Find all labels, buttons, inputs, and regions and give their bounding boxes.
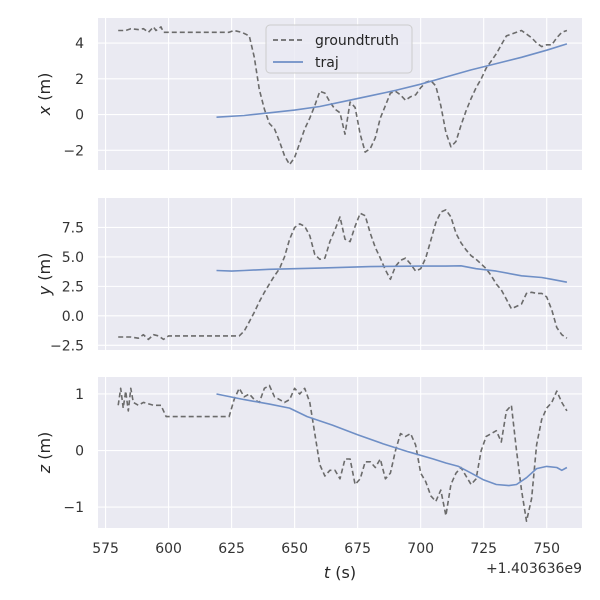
x-tick-label: 650 [281, 541, 308, 557]
subplot-y: −2.5 0.0 2.5 5.0 7.5 y (m) [35, 198, 582, 354]
series-line-traj [216, 265, 568, 283]
y-tick-label: 1 [75, 387, 84, 403]
y-tick-label: 7.5 [62, 220, 84, 236]
x-axis-label: t (s) [324, 563, 356, 582]
subplot-x: −2 0 2 4 x (m) groundtruth traj [35, 18, 582, 170]
series-line-groundtruth [117, 384, 568, 522]
plot-background [98, 377, 582, 528]
x-tick-label: 675 [344, 541, 371, 557]
legend: groundtruth traj [265, 24, 413, 74]
y-tick-label: 0 [75, 444, 84, 460]
y-tick-label: 4 [75, 36, 84, 52]
legend-label-traj: traj [315, 55, 339, 71]
x-tick-label: 750 [533, 541, 560, 557]
x-tick-label: 575 [92, 541, 119, 557]
subplot-z: −1 0 1 z (m) 575 600 625 650 675 700 725 750 t (s) +1… [35, 377, 582, 582]
x-tick-label: 600 [155, 541, 182, 557]
y-tick-label: −2 [63, 143, 84, 159]
legend-box [265, 24, 413, 74]
y-axis-label: z (m) [35, 432, 54, 475]
plot-background [98, 198, 582, 350]
x-tick-label: 625 [218, 541, 245, 557]
series-line-groundtruth [118, 26, 568, 166]
y-tick-label: 5.0 [62, 250, 84, 266]
y-tick-label: −2.5 [50, 338, 84, 354]
x-tick-label: 700 [407, 541, 434, 557]
y-tick-label: 2.5 [62, 279, 84, 295]
legend-label-groundtruth: groundtruth [315, 33, 399, 49]
series-line-groundtruth [118, 209, 568, 341]
x-offset-text: +1.403636e9 [486, 561, 582, 577]
series-line-traj [216, 43, 568, 118]
y-axis-label: y (m) [35, 253, 54, 297]
y-tick-label: −1 [63, 500, 84, 516]
y-axis-label: x (m) [35, 73, 54, 117]
y-tick-label: 2 [75, 72, 84, 88]
x-tick-label: 725 [470, 541, 497, 557]
y-tick-label: 0 [75, 108, 84, 124]
y-tick-label: 0.0 [62, 309, 84, 325]
series-line-traj [216, 393, 568, 487]
